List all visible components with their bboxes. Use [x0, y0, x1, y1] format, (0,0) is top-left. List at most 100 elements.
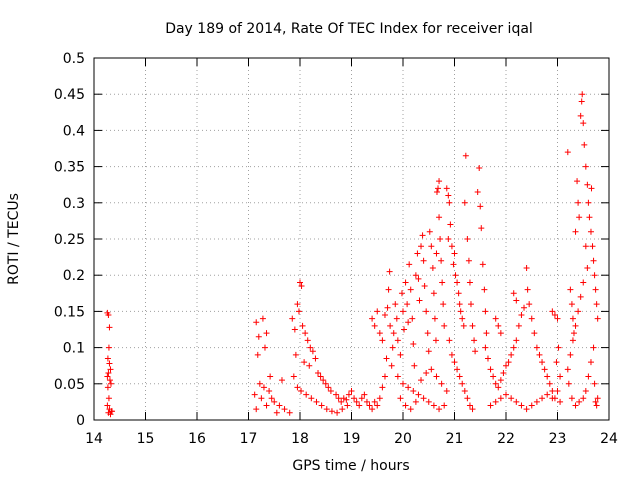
data-point [292, 351, 299, 358]
data-point [483, 330, 490, 337]
data-point [586, 214, 593, 221]
data-point [392, 301, 399, 308]
data-point [467, 301, 474, 308]
data-point [356, 402, 363, 409]
data-point [569, 337, 576, 344]
data-point [371, 398, 378, 405]
data-point [533, 344, 540, 351]
data-point [526, 301, 533, 308]
data-point [387, 322, 394, 329]
data-point [452, 272, 459, 279]
data-point [451, 250, 458, 257]
data-point [106, 324, 113, 331]
data-point [109, 408, 116, 415]
data-point [433, 188, 440, 195]
data-point [469, 406, 476, 413]
data-point [286, 409, 293, 416]
data-point [557, 398, 564, 405]
data-point [411, 362, 418, 369]
data-point [376, 330, 383, 337]
data-point [448, 351, 455, 358]
x-tick-label: 23 [549, 431, 567, 447]
data-point [445, 192, 452, 199]
data-point [580, 395, 587, 402]
data-point [268, 395, 275, 402]
data-point [503, 362, 509, 369]
data-point [575, 199, 582, 206]
data-point [487, 402, 494, 409]
data-point [564, 149, 571, 156]
data-point [582, 243, 589, 250]
data-point [105, 369, 112, 376]
data-point [404, 301, 411, 308]
data-point [431, 315, 438, 322]
data-point [440, 301, 447, 308]
data-point [400, 380, 406, 387]
data-point [295, 308, 302, 315]
data-point [273, 409, 280, 416]
data-point [455, 290, 462, 297]
data-point [591, 272, 598, 279]
data-point [523, 264, 530, 271]
data-point [497, 377, 504, 384]
data-series [104, 91, 601, 418]
y-tick-label: 0.5 [63, 51, 85, 67]
data-point [105, 344, 112, 351]
data-point [569, 315, 576, 322]
data-point [508, 351, 515, 358]
data-point [591, 380, 598, 387]
data-point [551, 312, 558, 319]
data-point [318, 402, 325, 409]
data-point [466, 402, 473, 409]
y-tick: 0.25 [54, 232, 609, 248]
data-point [281, 406, 288, 413]
data-point [466, 279, 473, 286]
data-point [322, 380, 329, 387]
data-point [294, 384, 301, 391]
data-point [479, 261, 486, 268]
data-point [263, 330, 270, 337]
data-point [490, 373, 497, 380]
x-tick-label: 20 [394, 431, 412, 447]
data-point [588, 185, 595, 192]
data-point [385, 286, 392, 293]
data-point [508, 395, 515, 402]
data-point [425, 348, 432, 355]
data-point [456, 373, 463, 380]
data-point [492, 398, 499, 405]
y-tick: 0.1 [63, 341, 609, 357]
data-point [572, 402, 579, 409]
data-point [256, 380, 263, 387]
data-point [518, 312, 525, 319]
data-point [574, 178, 581, 185]
data-point [416, 297, 423, 304]
data-point [587, 359, 594, 366]
data-point [590, 257, 597, 264]
data-point [302, 330, 309, 337]
data-point [594, 315, 601, 322]
data-point [446, 337, 453, 344]
data-point [398, 290, 405, 297]
data-point [497, 395, 504, 402]
data-point [441, 322, 448, 329]
data-point [568, 301, 575, 308]
data-point [546, 380, 553, 387]
data-point [105, 395, 112, 402]
data-point [267, 373, 274, 380]
data-point [576, 214, 583, 221]
data-point [386, 268, 393, 275]
data-point [400, 308, 406, 315]
data-point [513, 297, 520, 304]
data-point [254, 351, 261, 358]
data-point [379, 384, 386, 391]
data-point [428, 366, 435, 373]
data-point [593, 301, 600, 308]
data-point [105, 312, 112, 319]
data-point [327, 388, 334, 395]
x-tick-label: 15 [137, 431, 155, 447]
data-point [309, 348, 316, 355]
y-tick-label: 0.25 [54, 232, 85, 248]
data-point [304, 337, 311, 344]
data-point [432, 337, 439, 344]
data-point [575, 308, 582, 315]
